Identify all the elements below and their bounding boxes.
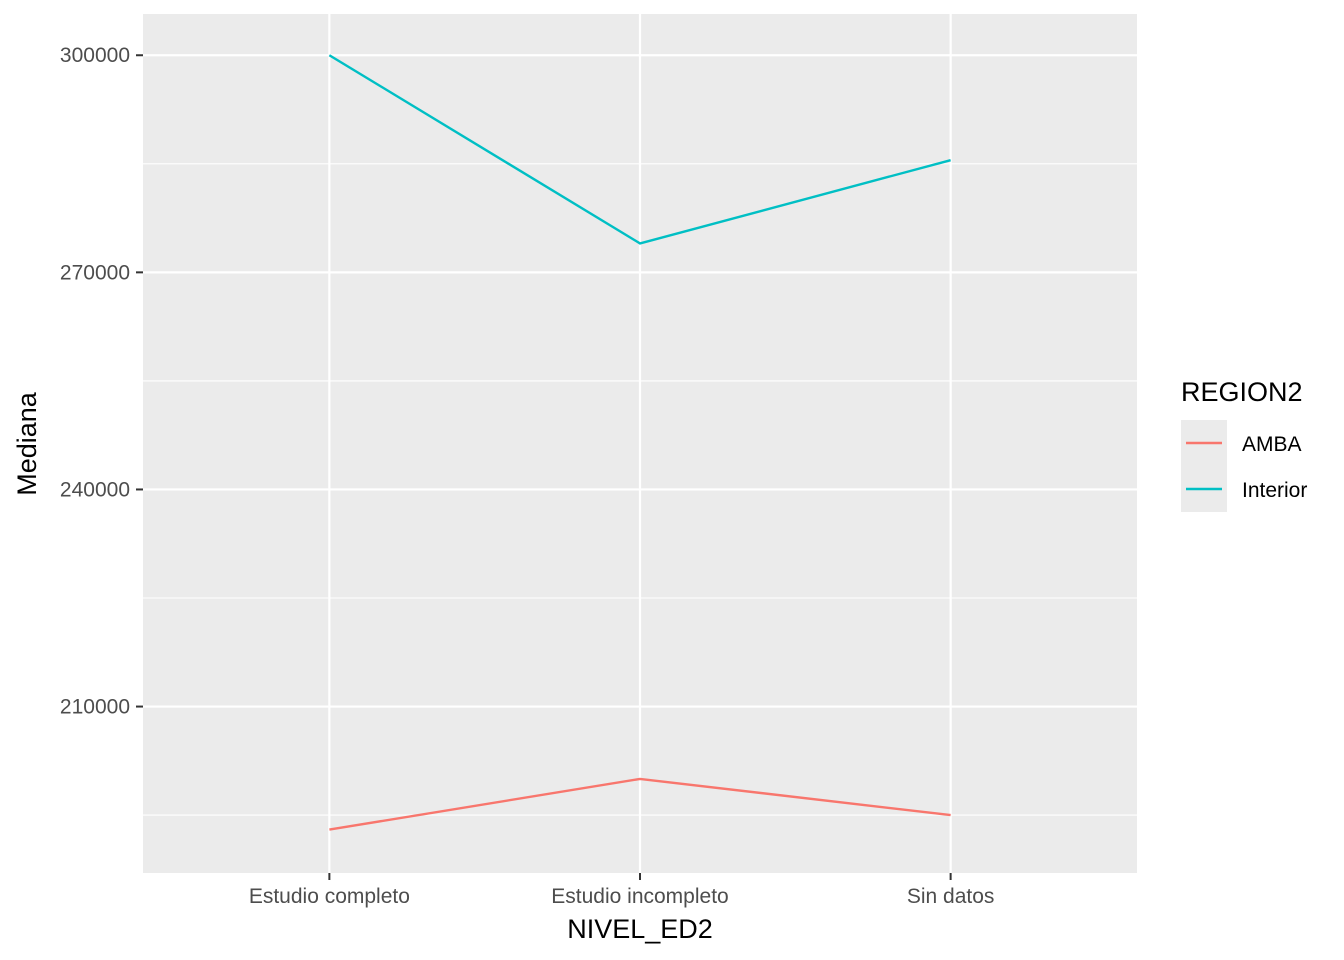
legend-label: AMBA <box>1242 433 1302 456</box>
legend-title: REGION2 <box>1181 377 1303 407</box>
series-line-amba <box>329 777 951 831</box>
series-lines <box>328 54 951 831</box>
series-line-interior <box>328 54 951 245</box>
x-axis: Estudio completo Estudio incompleto Sin da… <box>249 873 995 908</box>
x-tick-label: Sin datos <box>907 885 995 908</box>
y-tick-label: 240000 <box>60 478 130 501</box>
y-tick-label: 300000 <box>60 44 130 67</box>
legend-items: AMBA Interior <box>1181 420 1307 512</box>
legend: REGION2 AMBA Interior <box>1181 377 1307 512</box>
x-tick-label: Estudio completo <box>249 885 410 908</box>
y-tick-label: 270000 <box>60 261 130 284</box>
x-tick-label: Estudio incompleto <box>551 885 728 908</box>
y-tick-label: 210000 <box>60 696 130 719</box>
legend-label: Interior <box>1242 479 1307 502</box>
major-gridlines <box>143 14 1137 873</box>
x-axis-title: NIVEL_ED2 <box>567 914 713 944</box>
y-axis-title: Mediana <box>12 391 42 496</box>
y-axis: 210000 240000 270000 300000 <box>60 44 143 719</box>
